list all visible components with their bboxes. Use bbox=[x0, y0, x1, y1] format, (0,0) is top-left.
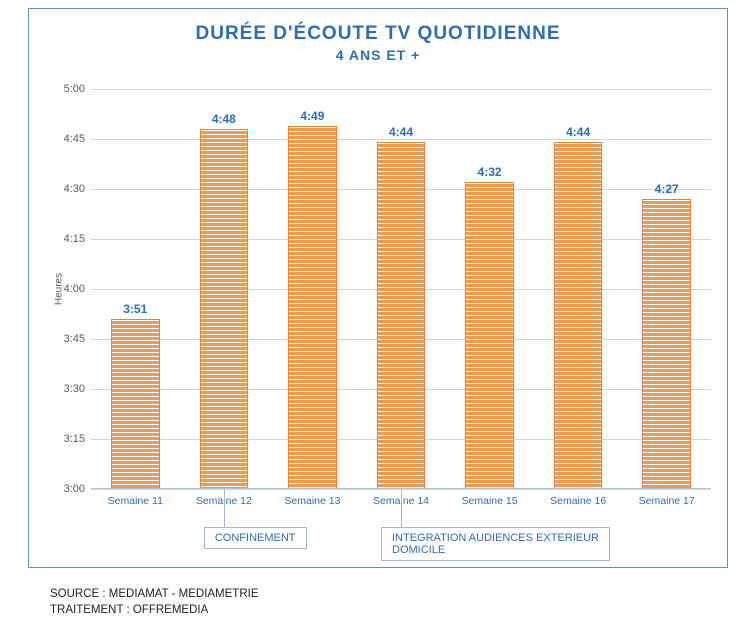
y-tick-label: 3:45 bbox=[64, 333, 91, 345]
bar: 3:51 bbox=[111, 319, 160, 489]
y-tick-label: 4:15 bbox=[64, 233, 91, 245]
callout-line bbox=[224, 489, 225, 527]
footer-source: SOURCE : MEDIAMAT - MEDIAMETRIE bbox=[50, 588, 259, 600]
footer-treatment: TRAITEMENT : OFFREMEDIA bbox=[50, 604, 208, 616]
x-tick-label: Semaine 13 bbox=[284, 489, 340, 507]
y-tick-label: 3:00 bbox=[64, 483, 91, 495]
bar-value-label: 4:32 bbox=[466, 165, 513, 179]
x-tick-label: Semaine 17 bbox=[639, 489, 695, 507]
bar-value-label: 3:51 bbox=[112, 302, 159, 316]
bar-value-label: 4:44 bbox=[378, 125, 425, 139]
y-tick-label: 5:00 bbox=[64, 83, 91, 95]
bar-value-label: 4:44 bbox=[555, 125, 602, 139]
y-tick-label: 4:00 bbox=[64, 283, 91, 295]
bar: 4:32 bbox=[465, 182, 514, 489]
bar: 4:49 bbox=[288, 126, 337, 489]
bar-value-label: 4:27 bbox=[643, 182, 690, 196]
y-tick-label: 3:15 bbox=[64, 433, 91, 445]
bar: 4:27 bbox=[642, 199, 691, 489]
bar: 4:48 bbox=[200, 129, 249, 489]
bar-value-label: 4:48 bbox=[201, 112, 248, 126]
x-tick-label: Semaine 11 bbox=[108, 489, 163, 507]
chart-frame: DURÉE D'ÉCOUTE TV QUOTIDIENNE 4 ANS ET +… bbox=[28, 8, 728, 568]
bars-container: 3:51 4:48 4:49 4:44 4:32 4:44 4:27 bbox=[91, 89, 711, 489]
callout-line bbox=[401, 489, 402, 527]
callout-box: CONFINEMENT bbox=[204, 527, 307, 549]
chart-title: DURÉE D'ÉCOUTE TV QUOTIDIENNE bbox=[29, 9, 727, 45]
chart-subtitle: 4 ANS ET + bbox=[29, 45, 727, 63]
y-tick-label: 4:30 bbox=[64, 183, 91, 195]
bar: 4:44 bbox=[554, 142, 603, 489]
callout-box: INTEGRATION AUDIENCES EXTERIEUR DOMICILE bbox=[381, 527, 610, 561]
x-tick-label: Semaine 15 bbox=[462, 489, 518, 507]
x-tick-label: Semaine 16 bbox=[550, 489, 606, 507]
y-tick-label: 3:30 bbox=[64, 383, 91, 395]
bar: 4:44 bbox=[377, 142, 426, 489]
bar-value-label: 4:49 bbox=[289, 109, 336, 123]
y-tick-label: 4:45 bbox=[64, 133, 91, 145]
plot-area: Heures 3:003:153:303:454:004:154:304:455… bbox=[91, 89, 711, 489]
